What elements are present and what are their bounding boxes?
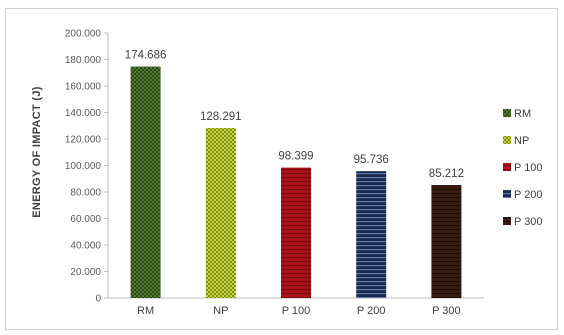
bar-rm — [130, 66, 161, 298]
y-axis-title: ENERGY OF IMPACT (J) — [31, 86, 43, 218]
bar-p-200 — [356, 171, 387, 298]
x-tick-label: RM — [137, 305, 154, 317]
x-tick-label: NP — [213, 305, 228, 317]
y-tick-label: 160.000 — [65, 82, 102, 93]
x-tick-label: P 100 — [282, 305, 311, 317]
y-tick-label: 120.000 — [65, 135, 102, 146]
y-tick-label: 180.000 — [65, 55, 102, 66]
legend-label: P 100 — [514, 162, 543, 174]
bar-p-100 — [281, 167, 311, 298]
data-label: 128.291 — [200, 111, 242, 123]
data-label: 95.736 — [354, 154, 389, 166]
bar-p-300 — [431, 185, 462, 298]
data-label: 85.212 — [429, 168, 464, 180]
data-label: 174.686 — [125, 50, 167, 62]
legend-swatch — [503, 136, 511, 144]
legend-swatch — [503, 190, 511, 198]
legend-label: RM — [514, 108, 531, 120]
bar-np — [205, 128, 236, 298]
y-tick-label: 140.000 — [65, 108, 102, 119]
legend-swatch — [503, 217, 511, 225]
legend-item: NP — [503, 135, 529, 147]
y-tick-label: 100.000 — [65, 161, 102, 172]
legend-item: P 200 — [503, 189, 543, 201]
y-tick-label: 20.000 — [70, 267, 101, 278]
x-tick-label: P 200 — [357, 305, 386, 317]
y-tick-label: 0 — [95, 294, 101, 305]
legend-label: P 300 — [514, 216, 543, 228]
x-tick-label: P 300 — [432, 305, 461, 317]
data-label: 98.399 — [278, 151, 313, 163]
y-tick-label: 200.000 — [65, 29, 102, 40]
legend-label: NP — [514, 135, 529, 147]
legend-item: P 100 — [503, 162, 543, 174]
y-tick-label: 60.000 — [70, 214, 101, 225]
legend-swatch — [503, 163, 511, 171]
y-tick-label: 40.000 — [70, 241, 101, 252]
legend-item: P 300 — [503, 216, 543, 228]
y-axis-title-group: ENERGY OF IMPACT (J) — [31, 86, 43, 218]
legend-label: P 200 — [514, 189, 543, 201]
legend-item: RM — [503, 108, 531, 120]
legend-swatch — [503, 109, 511, 117]
y-tick-label: 80.000 — [70, 188, 101, 199]
chart-frame: ENERGY OF IMPACT (J) 0 20.000 40.000 60.000… — [5, 8, 558, 330]
bar-chart: ENERGY OF IMPACT (J) 0 20.000 40.000 60.000… — [31, 29, 543, 318]
